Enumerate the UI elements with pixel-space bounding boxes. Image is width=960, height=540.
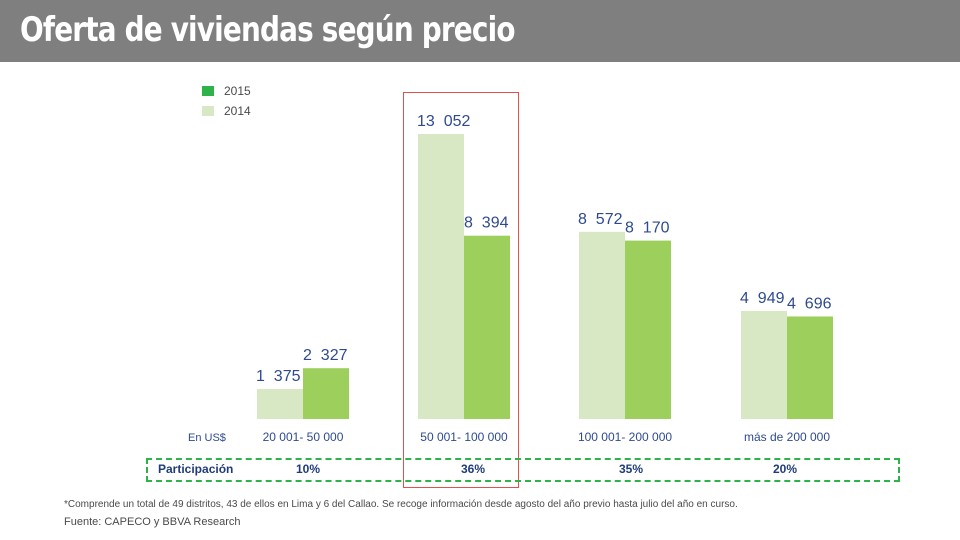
data-label-2015: 2 327: [303, 347, 348, 364]
category-label: más de 200 000: [744, 430, 830, 444]
legend-item-2015: 2015: [202, 84, 251, 98]
footnote: *Comprende un total de 49 distritos, 43 …: [64, 499, 738, 510]
data-label-2015: 8 170: [625, 220, 670, 237]
highlight-box: [403, 92, 519, 488]
bar-2014: [741, 310, 787, 419]
category-label: 50 001- 100 000: [420, 430, 508, 444]
source-note: Fuente: CAPECO y BBVA Research: [64, 516, 241, 528]
page-title: Oferta de viviendas según precio: [20, 10, 515, 50]
bar-2014: [257, 388, 303, 419]
bar-2015: [787, 316, 833, 419]
data-label-2014: 8 572: [578, 211, 623, 228]
legend-swatch-2014: [202, 106, 214, 116]
data-label-2014: 1 375: [256, 368, 301, 385]
data-label-2014: 4 949: [740, 290, 785, 307]
category-label: 20 001- 50 000: [263, 430, 344, 444]
legend-label-2014: 2014: [224, 104, 251, 118]
participacion-label: Participación: [158, 462, 234, 476]
data-label-2015: 8 394: [464, 215, 509, 232]
participacion-value: 10%: [296, 462, 321, 476]
participacion-value: 36%: [461, 462, 486, 476]
data-label-2014: 13 052: [417, 113, 470, 130]
legend-item-2014: 2014: [202, 104, 251, 118]
data-label-2015: 4 696: [787, 295, 832, 312]
bar-2015: [464, 235, 510, 419]
header-bar: Oferta de viviendas según precio: [0, 0, 960, 62]
participacion-value: 35%: [619, 462, 644, 476]
legend-swatch-2015: [202, 86, 214, 96]
bar-2015: [625, 240, 671, 419]
bar-2014: [418, 134, 464, 419]
currency-label: En US$: [188, 432, 226, 444]
participacion-value: 20%: [773, 462, 798, 476]
legend-label-2015: 2015: [224, 84, 251, 98]
bar-2015: [303, 368, 349, 419]
category-label: 100 001- 200 000: [578, 430, 672, 444]
bar-2014: [579, 231, 625, 419]
participacion-row: [146, 458, 900, 482]
